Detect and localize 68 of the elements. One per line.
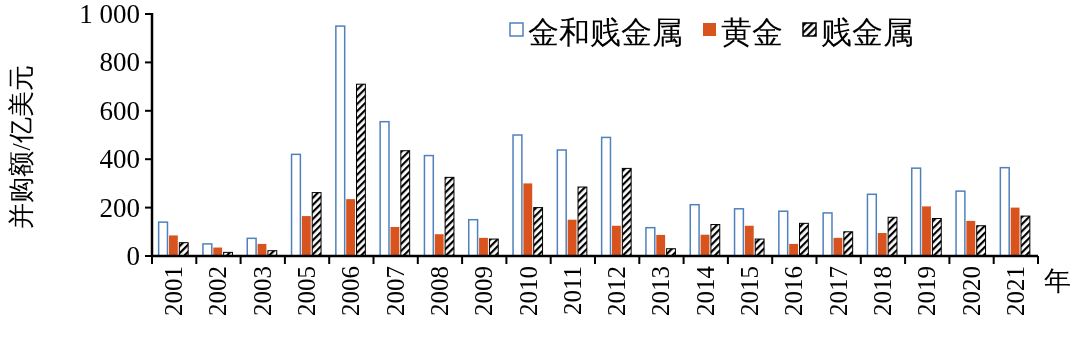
bar [290,153,302,257]
x-tick-label: 2001 [160,266,188,316]
legend-label: 金和贱金属 [528,15,683,50]
y-tick-label: 1 000 [79,0,140,29]
y-tick-label: 800 [99,47,140,78]
bar [911,167,922,257]
bar [157,221,169,257]
x-tick-label: 2018 [868,266,896,316]
bar [390,226,400,256]
bar [922,206,931,256]
x-tick-label: 2014 [691,265,719,316]
bar [999,166,1010,257]
x-tick-label: 2011 [558,266,586,316]
bar [645,226,656,257]
bar [955,190,966,257]
bar [468,218,479,257]
bar [246,237,257,257]
y-tick-label: 0 [126,241,140,271]
x-tick-label: 2009 [470,266,498,316]
x-tick-label: 2017 [824,266,852,316]
x-tick-label: 2012 [603,266,631,316]
bar [877,233,887,256]
bar [523,183,533,256]
legend-label: 贱金属 [821,15,914,50]
bar [789,243,799,256]
x-tick-label: 2019 [913,266,941,316]
bar [733,208,745,257]
bar [966,220,976,256]
y-tick-label: 200 [99,192,140,223]
x-tick-label: 2010 [514,266,542,316]
x-tick-label: 2002 [204,266,232,316]
bar [866,193,878,257]
y-axis-title: 并购额/亿美元 [7,65,36,229]
bar [833,237,843,256]
bar [556,149,567,257]
bar [512,134,523,257]
x-tick-label: 2003 [248,266,276,316]
bar [744,225,754,256]
bar [335,25,346,257]
bar [656,234,666,256]
x-axis-title: 年 [1044,266,1071,296]
x-tick-label: 2021 [1001,266,1029,316]
bar [822,212,833,257]
x-tick-label: 2016 [780,266,808,316]
bar [567,219,577,256]
y-tick-label: 400 [99,144,140,175]
bar [168,235,178,256]
bar [346,199,356,256]
bar [479,237,488,256]
bar [689,203,700,257]
x-tick-label: 2013 [647,266,675,316]
bar [1010,207,1020,256]
x-tick-label: 2008 [425,266,453,316]
bar [600,136,612,257]
bar [611,225,621,256]
x-tick-label: 2006 [337,266,365,316]
x-tick-label: 2015 [736,266,764,316]
x-tick-label: 2020 [957,266,985,316]
bar [423,154,435,257]
bar [301,216,311,256]
legend-label: 黄金 [721,15,783,50]
bar [379,120,390,257]
bar [202,243,213,257]
x-tick-label: 2007 [381,266,409,316]
x-tick-label: 2005 [293,266,321,316]
y-tick-label: 600 [99,95,140,126]
bar [778,210,789,257]
bar [434,234,444,256]
